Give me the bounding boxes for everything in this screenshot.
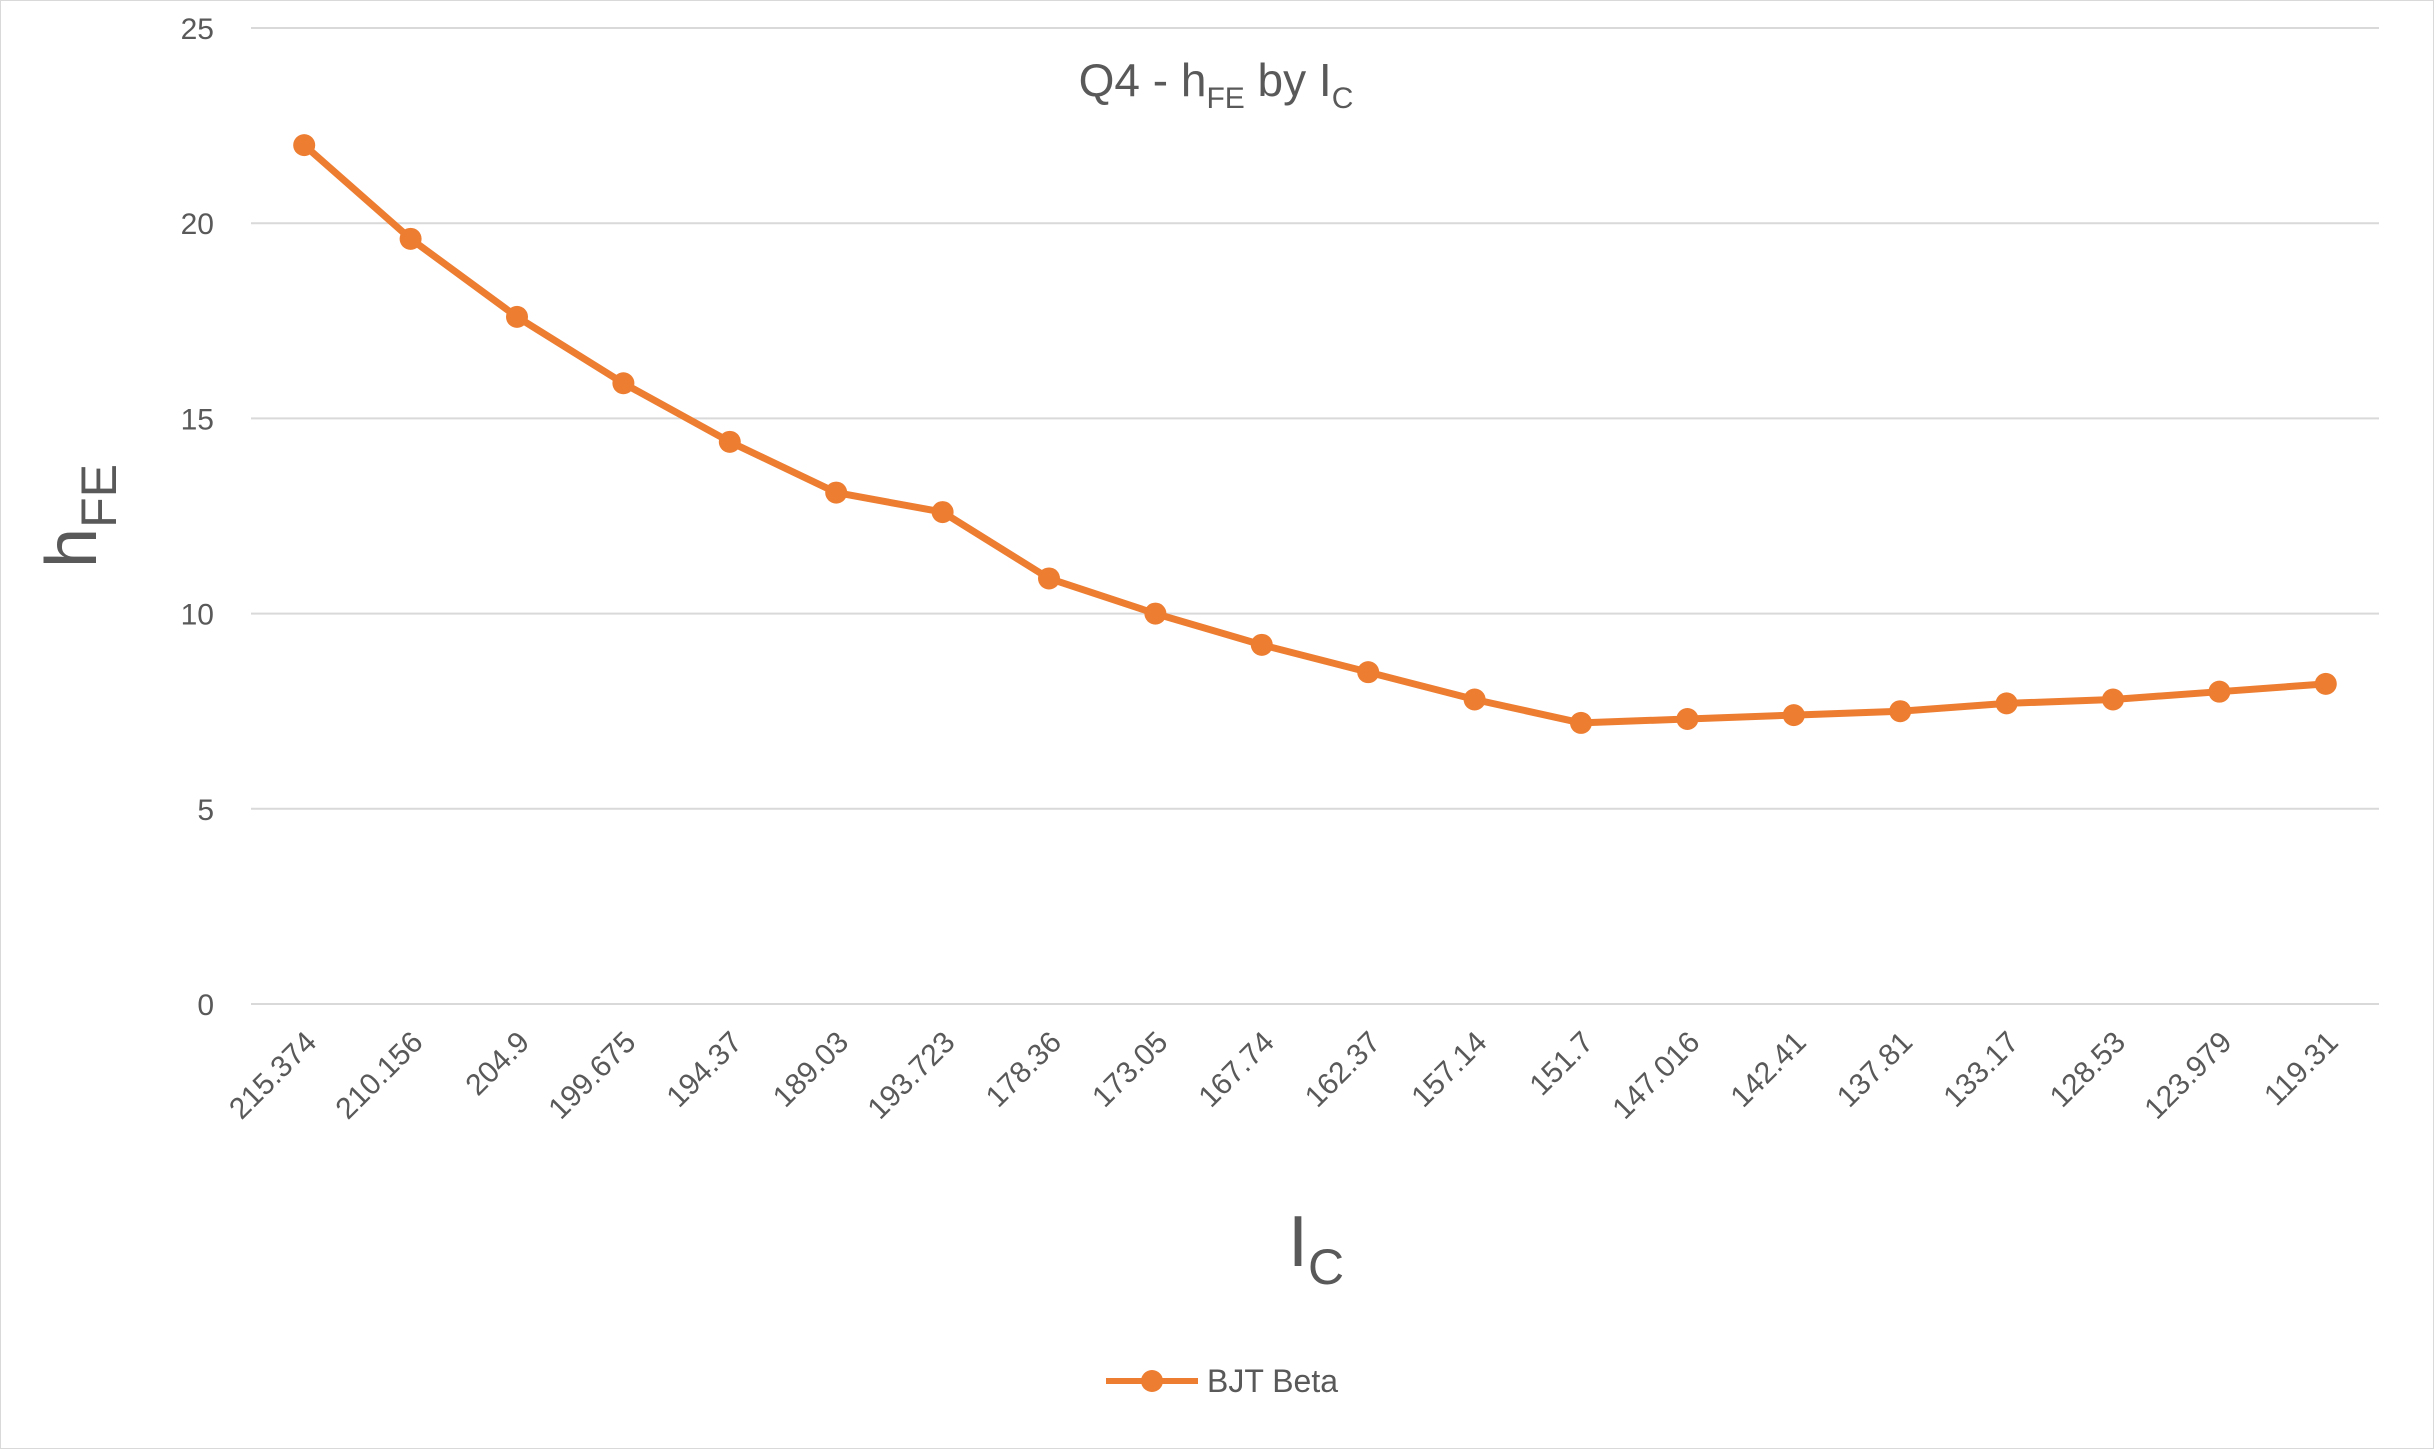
data-point: [1782, 704, 1805, 727]
x-tick-label: 133.17: [1937, 1026, 2025, 1114]
x-tick-label: 194.37: [661, 1026, 749, 1114]
data-point: [1357, 661, 1380, 684]
x-tick-label: 167.74: [1193, 1026, 1281, 1114]
y-tick-label: 5: [197, 794, 214, 827]
legend-label: BJT Beta: [1207, 1363, 1338, 1399]
x-tick-label: 142.41: [1725, 1026, 1813, 1114]
legend: BJT Beta: [1106, 1363, 1338, 1399]
data-point: [1570, 711, 1592, 734]
data-point: [399, 227, 422, 250]
x-tick-label: 137.81: [1831, 1026, 1919, 1114]
x-tick-label: 199.675: [542, 1026, 642, 1126]
data-point: [612, 372, 635, 395]
x-axis-title: IC: [1288, 1202, 1344, 1295]
legend-marker: [1141, 1370, 1163, 1392]
y-tick-label: 25: [181, 13, 214, 46]
x-tick-label: 162.37: [1299, 1026, 1387, 1114]
data-point: [2102, 688, 2124, 711]
series-line: [301, 142, 2327, 727]
data-point: [293, 134, 316, 157]
x-tick-label: 157.14: [1405, 1026, 1493, 1114]
data-point: [2314, 672, 2337, 695]
data-point: [931, 501, 954, 524]
y-tick-label: 10: [181, 599, 214, 632]
gridlines: [251, 27, 2379, 1005]
chart-title: Q4 - hFE by IC: [1079, 54, 1354, 115]
x-tick-label: 178.36: [980, 1026, 1068, 1114]
data-point: [1463, 688, 1486, 711]
data-point: [1038, 567, 1060, 590]
x-tick-label: 189.03: [767, 1026, 855, 1114]
data-point: [506, 305, 528, 328]
y-axis-ticks: 0 5 10 15 20 25: [181, 13, 214, 1022]
x-tick-label: 210.156: [330, 1026, 430, 1126]
data-point: [1995, 692, 2018, 715]
x-tick-label: 215.374: [223, 1026, 323, 1126]
y-tick-label: 20: [181, 208, 214, 241]
data-point: [718, 430, 741, 453]
y-tick-label: 0: [197, 989, 214, 1022]
series-layer: [293, 134, 2337, 734]
x-tick-label: 128.53: [2044, 1026, 2132, 1114]
data-point: [1250, 633, 1273, 656]
x-tick-label: 119.31: [2258, 1026, 2345, 1113]
x-tick-label: 173.05: [1086, 1026, 1174, 1114]
x-tick-label: 151.7: [1524, 1026, 1600, 1102]
y-axis-title: hFE: [32, 464, 127, 568]
x-tick-label: 193.723: [862, 1026, 962, 1126]
data-point: [825, 481, 848, 504]
x-tick-label: 204.9: [460, 1026, 536, 1102]
x-tick-label: 123.979: [2138, 1026, 2238, 1126]
x-tick-label: 147.016: [1606, 1026, 1706, 1126]
data-point: [2208, 680, 2231, 703]
data-point: [1144, 602, 1167, 625]
y-tick-label: 15: [181, 403, 214, 436]
data-point: [1676, 708, 1699, 731]
data-point: [1889, 700, 1912, 723]
x-axis-ticks: 215.374 210.156 204.9 199.675 194.37 189.03 19…: [223, 1026, 2345, 1126]
